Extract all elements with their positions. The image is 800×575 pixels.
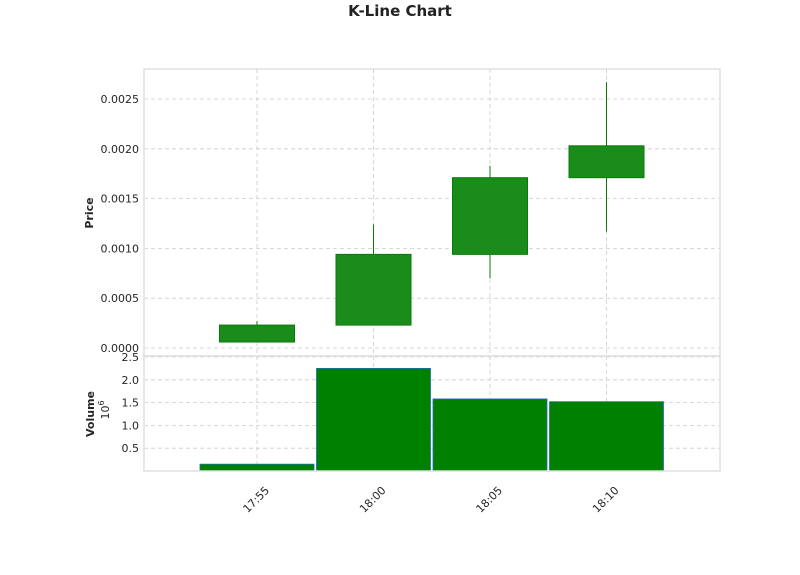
candle-body	[568, 145, 645, 179]
candle-body	[219, 324, 295, 343]
volume-series	[199, 367, 664, 472]
price-tick-label: 0.0005	[101, 292, 140, 305]
volume-plot-frame	[143, 355, 721, 472]
x-tick-labels: 17:55 18:00 18:05 18:10	[241, 484, 622, 516]
price-grid	[144, 98, 720, 349]
price-tick-label: 0.0015	[101, 193, 140, 206]
price-tick-label: 0.0020	[101, 143, 140, 156]
volume-exponent-label: 106	[97, 400, 112, 419]
volume-bar	[316, 367, 431, 472]
price-tick-label: 0.0025	[101, 93, 140, 106]
volume-bar	[432, 398, 548, 472]
volume-axis-label: Volume	[84, 391, 97, 437]
volume-tick-label: 2.0	[122, 374, 140, 387]
volume-tick-label: 0.5	[122, 442, 140, 455]
candle-body	[335, 253, 412, 326]
x-tick-label: 17:55	[241, 484, 273, 516]
candle-body	[452, 177, 528, 255]
x-tick-label: 18:10	[590, 484, 622, 516]
volume-tick-label: 1.0	[122, 419, 140, 432]
price-plot-frame	[143, 68, 721, 357]
volume-bar	[199, 463, 315, 472]
price-tick-label: 0.0000	[101, 342, 140, 355]
x-tick-label: 18:00	[357, 484, 389, 516]
volume-tick-label: 1.5	[122, 397, 140, 410]
volume-tick-labels: 0.5 1.0 1.5 2.0 2.5	[122, 351, 140, 455]
candlestick-series	[219, 82, 645, 343]
price-tick-labels: 0.0000 0.0005 0.0010 0.0015 0.0020 0.0025	[101, 93, 140, 355]
price-tick-label: 0.0010	[101, 242, 140, 255]
chart-title: K-Line Chart	[348, 2, 452, 20]
price-axis-label: Price	[83, 197, 96, 228]
volume-bar	[549, 401, 664, 472]
x-tick-label: 18:05	[474, 484, 506, 516]
volume-tick-label: 2.5	[122, 351, 140, 364]
